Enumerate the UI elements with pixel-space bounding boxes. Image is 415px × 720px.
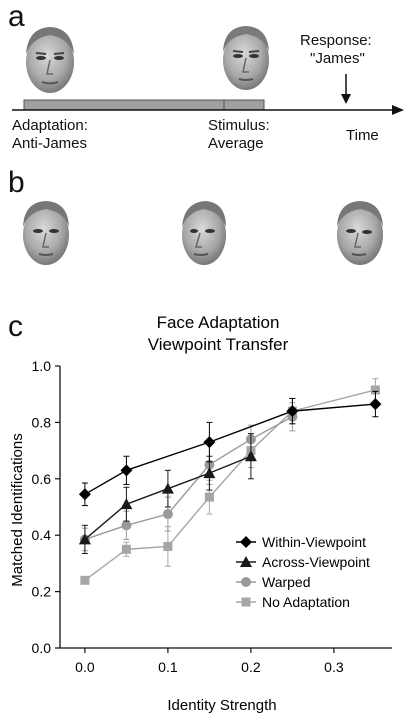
y-tick-label: 0.4 bbox=[32, 527, 52, 543]
response-label-1: Response: bbox=[300, 32, 372, 49]
time-label: Time bbox=[346, 127, 379, 144]
y-tick-label: 0.2 bbox=[32, 584, 52, 600]
legend-entry: Warped bbox=[236, 574, 311, 590]
stimulus-label-1: Stimulus: bbox=[208, 117, 270, 134]
legend-label: Across-Viewpoint bbox=[262, 554, 370, 570]
panel-letter-a: a bbox=[8, 0, 25, 33]
adaptation-label-2: Anti-James bbox=[12, 135, 88, 152]
data-point bbox=[78, 488, 91, 501]
y-tick-label: 0.6 bbox=[32, 471, 52, 487]
stimulus-bar bbox=[223, 99, 265, 111]
data-point bbox=[162, 509, 173, 520]
data-point bbox=[370, 385, 380, 395]
data-point bbox=[369, 398, 382, 411]
panel-letter-c: c bbox=[8, 310, 23, 343]
x-axis-label: Identity Strength bbox=[167, 697, 276, 714]
legend-entry: Across-Viewpoint bbox=[236, 554, 370, 570]
legend-marker bbox=[241, 577, 251, 587]
x-tick-label: 0.2 bbox=[241, 659, 261, 675]
legend-entry: No Adaptation bbox=[236, 594, 350, 610]
time-axis-arrowhead bbox=[392, 105, 404, 115]
legend-marker bbox=[240, 556, 252, 567]
series-across-viewpoint bbox=[78, 433, 257, 555]
stimulus-label-2: Average bbox=[208, 135, 264, 152]
face-turned-image bbox=[182, 201, 226, 265]
data-point bbox=[121, 544, 131, 554]
data-point bbox=[286, 405, 299, 418]
legend-label: Warped bbox=[262, 574, 311, 590]
response-label-2: "James" bbox=[310, 50, 365, 67]
x-tick-label: 0.3 bbox=[324, 659, 344, 675]
series-line bbox=[84, 416, 293, 541]
series-within-viewpoint bbox=[78, 390, 382, 507]
y-tick-label: 0.8 bbox=[32, 414, 52, 430]
y-tick-label: 1.0 bbox=[32, 358, 52, 374]
legend-marker bbox=[241, 597, 251, 607]
data-point bbox=[120, 498, 133, 510]
legend-marker bbox=[240, 536, 252, 548]
timeline-figure bbox=[12, 26, 404, 115]
face-warped-image bbox=[337, 201, 383, 265]
adaptation-bar bbox=[23, 99, 225, 111]
y-axis-label: Matched Identifications bbox=[9, 433, 26, 586]
data-point bbox=[78, 533, 91, 545]
face-frontal-image bbox=[23, 201, 69, 265]
data-point bbox=[163, 541, 173, 551]
data-point bbox=[203, 467, 216, 479]
series-warped bbox=[79, 402, 298, 552]
series-line bbox=[84, 403, 376, 495]
y-tick-label: 0.0 bbox=[32, 640, 52, 656]
data-point bbox=[80, 575, 90, 585]
adaptation-face-image bbox=[26, 27, 74, 93]
panel-letter-b: b bbox=[8, 166, 25, 199]
legend-label: Within-Viewpoint bbox=[262, 534, 366, 550]
data-point bbox=[121, 520, 132, 531]
legend-entry: Within-Viewpoint bbox=[236, 534, 366, 550]
chart-title-line-2: Viewpoint Transfer bbox=[148, 335, 289, 354]
identification-chart: Face Adaptation Viewpoint Transfer Match… bbox=[9, 313, 392, 714]
adaptation-label-1: Adaptation: bbox=[12, 117, 88, 134]
data-point bbox=[244, 450, 257, 462]
data-point bbox=[204, 492, 214, 502]
chart-title-line-1: Face Adaptation bbox=[157, 313, 280, 332]
x-tick-label: 0.1 bbox=[158, 659, 178, 675]
data-point bbox=[161, 482, 174, 494]
x-tick-label: 0.0 bbox=[75, 659, 95, 675]
stimulus-face-image bbox=[223, 26, 269, 90]
legend-label: No Adaptation bbox=[262, 594, 350, 610]
viewpoint-faces-figure bbox=[23, 201, 383, 265]
data-point bbox=[203, 436, 216, 449]
data-point bbox=[120, 464, 133, 477]
